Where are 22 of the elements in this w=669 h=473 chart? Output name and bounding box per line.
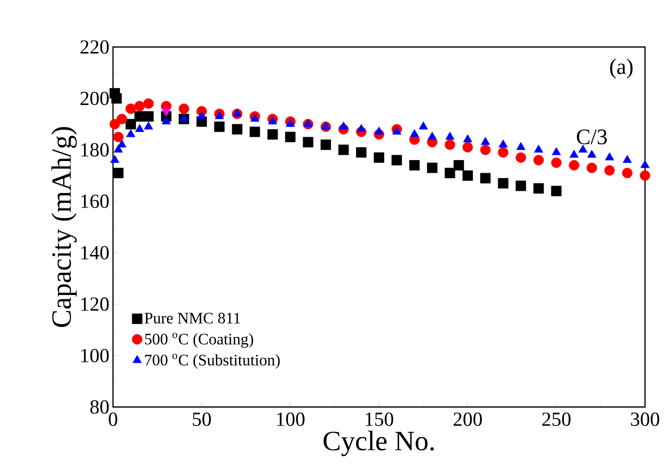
x-tick-label: 100 — [277, 412, 305, 426]
x-tick-label: 150 — [366, 412, 394, 426]
annotation: (a) — [610, 58, 633, 79]
y-tick-label: 80 — [90, 400, 109, 414]
annotation: C/3 — [576, 130, 607, 144]
y-tick-label: 220 — [80, 40, 109, 54]
legend-label: 500 $^{o}$C (Coating) — [145, 332, 254, 348]
x-tick-label: 250 — [542, 412, 571, 426]
legend-label: 700 $^{o}$C (Substitution) — [145, 354, 280, 369]
y-tick-label: 180 — [81, 143, 109, 157]
legend-label: Pure NMC 811 — [144, 312, 240, 324]
y-tick-label: 160 — [81, 194, 109, 208]
y-tick-label: 120 — [81, 297, 109, 311]
y-tick-label: 200 — [80, 92, 109, 106]
y-tick-label: 100 — [81, 348, 109, 362]
y-axis-title: Capacity (mAh/g) — [51, 127, 77, 327]
x-tick-label: 50 — [192, 412, 211, 426]
x-tick-label: 200 — [454, 412, 482, 426]
x-axis-title: Cycle No. — [324, 430, 434, 456]
y-tick-label: 140 — [81, 246, 109, 260]
x-tick-label: 300 — [631, 412, 660, 426]
x-tick-label: 0 — [108, 412, 118, 426]
